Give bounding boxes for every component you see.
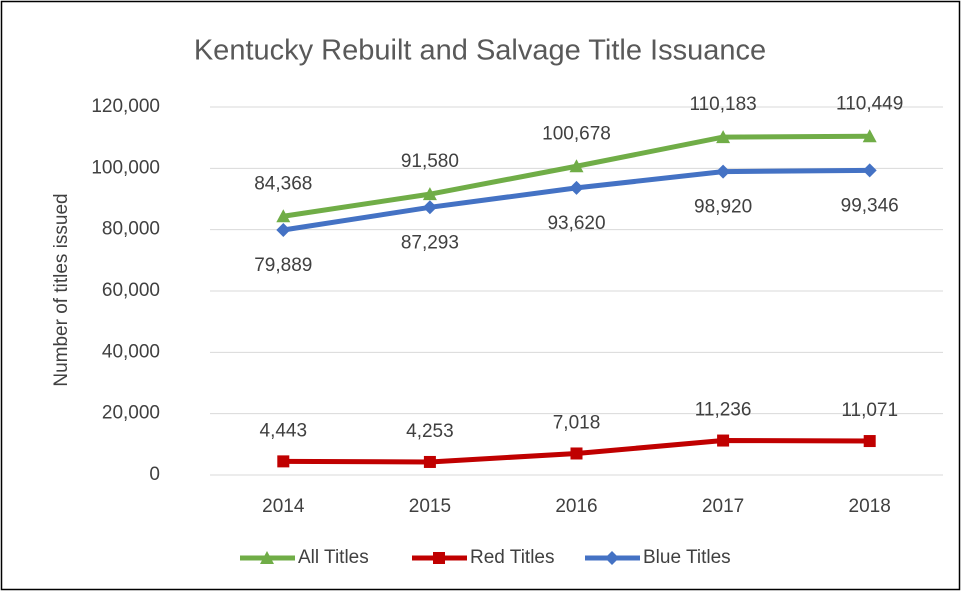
marker [423,455,436,468]
marker [276,209,291,223]
y-tick-label: 120,000 [91,96,160,117]
marker [716,130,731,144]
marker [570,447,583,460]
legend-marker [433,552,445,564]
y-tick-label: 40,000 [102,341,160,362]
legend-label: Red Titles [470,547,554,568]
marker [276,223,291,238]
marker [863,435,876,448]
x-tick-label: 2014 [262,496,305,517]
data-label: 84,368 [254,173,312,194]
marker [716,164,731,179]
y-tick-label: 20,000 [102,403,160,424]
marker [422,200,437,215]
data-label: 79,889 [254,255,312,276]
data-label: 11,071 [841,400,898,421]
marker [422,187,437,201]
data-label: 99,346 [841,195,899,216]
x-tick-label: 2018 [849,496,891,517]
y-tick-label: 0 [149,464,160,485]
y-tick-label: 80,000 [102,219,160,240]
marker [862,163,877,178]
data-label: 110,183 [689,94,756,115]
data-label: 98,920 [694,197,752,218]
data-label: 91,580 [401,151,459,172]
data-label: 100,678 [542,123,611,144]
data-label: 93,620 [547,213,605,234]
data-label: 11,236 [695,400,752,421]
x-tick-label: 2015 [409,496,451,517]
x-tick-label: 2016 [555,496,597,517]
legend-label: All Titles [298,547,369,568]
data-label: 87,293 [401,232,459,253]
legend-marker [605,551,619,565]
marker [569,159,584,173]
marker [277,455,290,468]
y-tick-label: 100,000 [91,157,160,178]
y-axis-label: Number of titles issued [51,193,72,386]
marker [569,180,584,195]
y-tick-label: 60,000 [102,280,160,301]
legend-label: Blue Titles [643,547,731,568]
data-label: 7,018 [553,412,601,433]
marker [717,434,730,447]
data-label: 4,443 [260,420,308,441]
marker [862,129,877,143]
legend-marker [260,551,274,564]
x-tick-label: 2017 [702,496,744,517]
data-label: 4,253 [406,421,454,442]
data-label: 110,449 [836,93,903,114]
chart-title: Kentucky Rebuilt and Salvage Title Issua… [194,35,766,67]
